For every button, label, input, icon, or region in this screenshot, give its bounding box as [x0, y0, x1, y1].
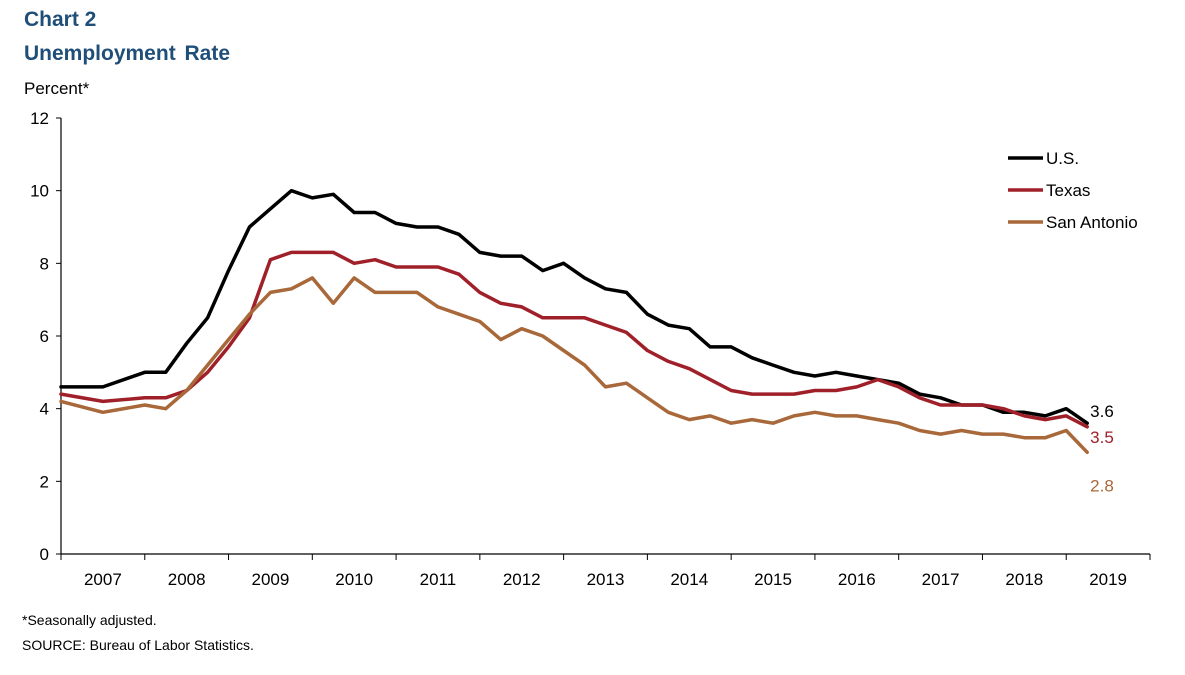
x-tick-label: 2008	[168, 570, 206, 589]
legend-label-san_antonio: San Antonio	[1046, 213, 1138, 232]
x-tick-label: 2007	[84, 570, 122, 589]
end-label-us: 3.6	[1090, 402, 1114, 421]
x-tick-label: 2019	[1089, 570, 1127, 589]
series-line-texas	[59, 250, 1089, 429]
legend-label-texas: Texas	[1046, 181, 1090, 200]
y-tick-label: 6	[40, 327, 49, 346]
chart-title: Unemployment Rate	[24, 42, 231, 65]
source-note: SOURCE: Bureau of Labor Statistics.	[22, 637, 254, 653]
y-tick-label: 12	[30, 109, 49, 128]
series-line-san_antonio	[59, 276, 1089, 455]
chart-number: Chart 2	[24, 8, 97, 31]
y-tick-label: 10	[30, 182, 49, 201]
legend: U.S. Texas San Antonio	[1008, 149, 1138, 232]
series-line-us	[59, 188, 1089, 425]
y-axis-label: Percent*	[24, 79, 90, 98]
x-tick-label: 2015	[754, 570, 792, 589]
end-labels: 3.6 3.5 2.8	[1090, 402, 1114, 495]
footnote: *Seasonally adjusted.	[22, 612, 157, 628]
y-tick-label: 4	[40, 400, 49, 419]
end-label-texas: 3.5	[1090, 428, 1114, 447]
x-tick-label: 2011	[420, 570, 457, 589]
x-tick-label: 2018	[1005, 570, 1043, 589]
x-tick-label: 2014	[670, 570, 708, 589]
y-tick-label: 0	[40, 545, 49, 564]
x-tick-label: 2010	[335, 570, 373, 589]
series-lines	[59, 188, 1089, 455]
end-label-san_antonio: 2.8	[1090, 476, 1114, 495]
x-tick-label: 2013	[587, 570, 625, 589]
x-tick-label: 2012	[503, 570, 541, 589]
legend-label-us: U.S.	[1046, 149, 1079, 168]
axes: 0 2 4 6 8 10 12 2007 2008 2009 2010 2011 2012 2013 201…	[30, 109, 1151, 589]
x-tick-label: 2009	[252, 570, 290, 589]
x-tick-label: 2016	[838, 570, 876, 589]
y-tick-label: 8	[40, 254, 49, 273]
y-tick-label: 2	[40, 472, 49, 491]
x-tick-label: 2017	[922, 570, 960, 589]
